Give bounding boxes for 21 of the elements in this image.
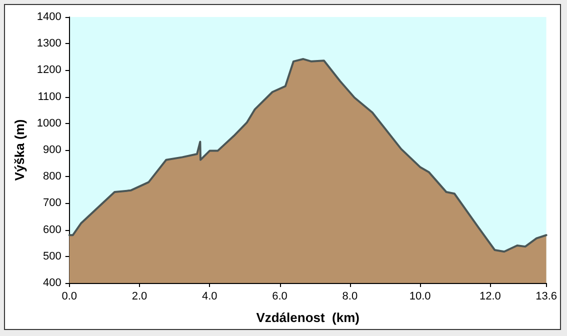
x-tick-label: 13.6 — [536, 290, 558, 302]
y-axis-title: Výška (m) — [12, 119, 27, 181]
x-tick-label: 10.0 — [409, 290, 431, 302]
y-tick-label: 1000 — [36, 117, 62, 130]
y-tick-label: 900 — [43, 144, 62, 156]
x-tick-label: 4.0 — [202, 290, 218, 302]
x-axis-title: Vzdálenost (km) — [256, 310, 360, 325]
x-tick-label: 6.0 — [272, 290, 288, 302]
x-tick-label: 12.0 — [479, 290, 501, 302]
y-tick-label: 400 — [43, 277, 62, 289]
y-tick-label: 1100 — [38, 90, 62, 103]
y-tick-label: 1200 — [36, 64, 62, 76]
y-tick-label: 1300 — [36, 38, 62, 50]
y-tick-label: 500 — [43, 250, 62, 262]
y-tick-label: 800 — [43, 170, 62, 183]
y-tick-label: 700 — [43, 197, 62, 210]
x-tick-label: 8.0 — [342, 290, 358, 302]
y-tick-label: 1400 — [36, 11, 62, 23]
x-tick-label: 2.0 — [132, 290, 148, 302]
y-tick-label: 600 — [43, 224, 62, 236]
x-tick-label: 0.0 — [62, 290, 78, 302]
